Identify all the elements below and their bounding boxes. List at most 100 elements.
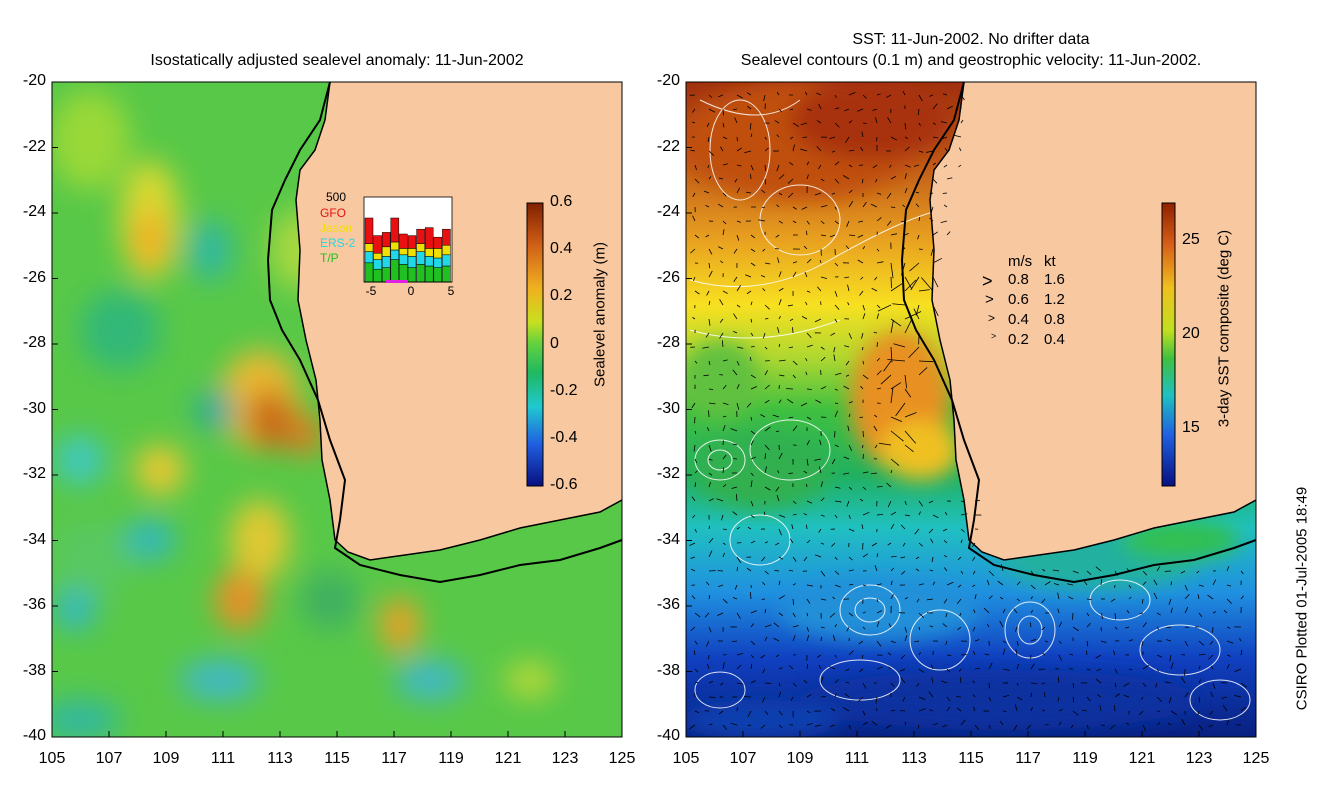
velocity-arrow	[842, 472, 850, 475]
velocity-arrow	[747, 710, 752, 718]
velocity-arrow	[689, 724, 696, 730]
inset-bar-segment	[399, 264, 408, 283]
velocity-arrow	[790, 696, 794, 701]
velocity-arrow	[693, 444, 696, 452]
velocity-arrow	[900, 524, 906, 530]
velocity-arrow	[973, 706, 976, 712]
velocity-arrow	[736, 187, 741, 194]
velocity-arrow	[887, 500, 892, 508]
velocity-arrow	[1142, 664, 1150, 670]
velocity-arrow	[915, 203, 920, 208]
velocity-arrow	[1067, 583, 1074, 586]
velocity-arrow	[820, 497, 825, 502]
inset-bar-segment	[364, 243, 374, 252]
velocity-arrow	[1198, 696, 1201, 703]
velocity-arrow	[708, 458, 713, 461]
inset-bar-segment	[407, 267, 417, 283]
velocity-arrow	[778, 595, 785, 600]
velocity-arrow	[791, 524, 794, 530]
velocity-arrow	[890, 593, 894, 600]
velocity-arrow	[834, 654, 837, 658]
velocity-arrow	[1086, 612, 1090, 617]
velocity-arrow-icon: >	[985, 291, 994, 308]
velocity-arrow	[750, 540, 756, 544]
velocity-arrow	[746, 567, 752, 572]
velocity-arrow	[1184, 593, 1190, 600]
velocity-arrow	[764, 147, 769, 152]
velocity-arrow	[859, 290, 864, 296]
velocity-arrow	[946, 696, 951, 702]
velocity-arrow	[717, 612, 724, 616]
velocity-arrow	[1156, 566, 1161, 572]
velocity-arrow	[988, 724, 991, 730]
inset-bar-segment	[381, 267, 391, 283]
velocity-arrow	[918, 696, 926, 701]
sst-colorbar-label: 3-day SST composite (deg C)	[1215, 229, 1233, 428]
velocity-arrow	[778, 514, 786, 518]
velocity-arrow	[806, 612, 808, 617]
velocity-arrow	[1002, 640, 1007, 644]
velocity-arrow	[734, 117, 738, 124]
velocity-arrow	[916, 682, 920, 687]
velocity-arrow	[764, 636, 768, 642]
velocity-arrow	[861, 654, 864, 659]
velocity-arrow	[914, 528, 920, 535]
velocity-arrow	[904, 430, 917, 444]
velocity-arrow	[792, 612, 796, 618]
velocity-arrow	[876, 93, 881, 96]
x-tick-label: 113	[267, 750, 293, 767]
velocity-arrow	[842, 175, 850, 180]
velocity-arrow	[913, 308, 920, 320]
velocity-arrow	[932, 162, 937, 166]
velocity-arrow	[844, 108, 850, 112]
velocity-arrow	[778, 174, 785, 180]
velocity-arrow	[736, 346, 744, 349]
velocity-arrow	[820, 676, 824, 684]
velocity-arrow	[820, 234, 826, 237]
velocity-arrow	[708, 94, 713, 98]
velocity-arrow	[913, 164, 920, 167]
velocity-arrow	[792, 374, 796, 379]
velocity-arrow	[900, 654, 906, 660]
velocity-arrow	[860, 385, 864, 390]
velocity-arrow	[943, 204, 948, 208]
velocity-arrow	[722, 542, 726, 545]
velocity-arrow	[820, 276, 828, 280]
velocity-arrow	[1197, 710, 1200, 716]
velocity-arrow	[750, 374, 756, 379]
velocity-arrow	[960, 513, 968, 516]
velocity-arrow	[777, 327, 780, 334]
velocity-arrow	[1016, 598, 1020, 602]
velocity-arrow	[788, 346, 794, 349]
velocity-arrow	[750, 386, 758, 390]
velocity-arrow	[690, 248, 696, 254]
velocity-arrow	[1156, 654, 1163, 658]
x-tick-label: 119	[1072, 750, 1098, 767]
velocity-arrow	[778, 612, 784, 616]
velocity-arrow	[1123, 682, 1130, 687]
velocity-arrow	[844, 345, 850, 348]
velocity-arrow	[760, 654, 766, 659]
velocity-arrow	[706, 290, 710, 296]
sla-colorbar	[526, 202, 544, 487]
velocity-arrow	[834, 486, 841, 489]
velocity-arrow	[694, 360, 698, 364]
velocity-arrow	[1114, 570, 1118, 577]
velocity-arrow	[763, 511, 766, 516]
velocity-arrow	[1128, 596, 1132, 600]
velocity-arrow	[806, 500, 813, 504]
velocity-arrow	[1212, 579, 1217, 586]
velocity-arrow	[1030, 570, 1035, 576]
velocity-arrow	[718, 94, 724, 98]
velocity-arrow	[904, 319, 913, 334]
velocity-arrow	[1226, 664, 1230, 670]
velocity-arrow	[718, 710, 724, 715]
velocity-arrow	[917, 108, 920, 116]
velocity-arrow	[746, 92, 752, 96]
velocity-arrow	[722, 402, 729, 406]
velocity-arrow	[1083, 580, 1088, 586]
velocity-arrow	[918, 652, 921, 656]
velocity-arrow	[893, 343, 906, 348]
velocity-arrow	[834, 262, 839, 267]
velocity-arrow	[946, 668, 951, 673]
